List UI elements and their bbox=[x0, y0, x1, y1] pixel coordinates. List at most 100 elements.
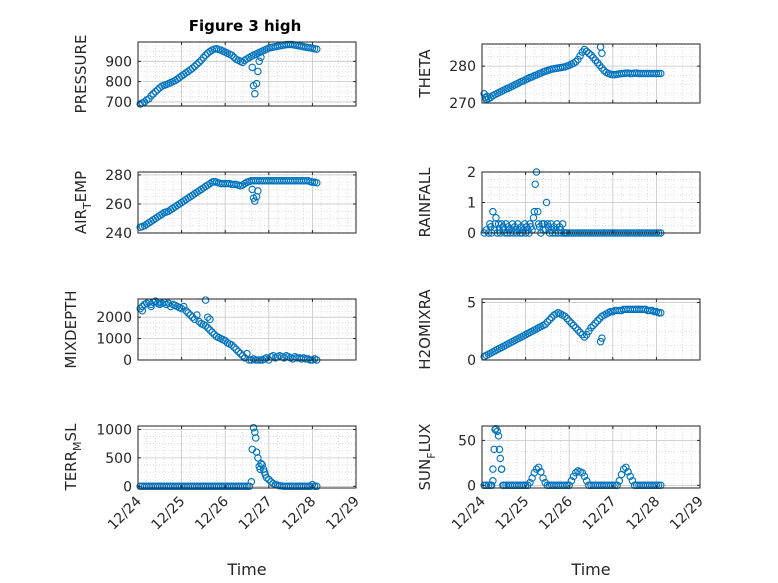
subplot-rainfall: 0 1 2 RAINFALL bbox=[416, 165, 701, 242]
data-point bbox=[654, 481, 663, 490]
data-point bbox=[201, 296, 210, 304]
data-point bbox=[248, 63, 256, 72]
data-point bbox=[188, 64, 197, 72]
data-point bbox=[177, 304, 186, 313]
figure-title: Figure 3 high bbox=[189, 17, 302, 35]
axes-box bbox=[481, 298, 701, 361]
data-point bbox=[245, 482, 253, 491]
y-axis-label: PRESSURE bbox=[72, 35, 90, 114]
data-point bbox=[487, 481, 496, 490]
data-point bbox=[251, 434, 260, 442]
data-point bbox=[149, 90, 158, 98]
axes-box bbox=[481, 43, 701, 104]
data-point bbox=[530, 207, 539, 216]
subplot-mixdepth: 0 1000 2000 MIXDEPTH bbox=[62, 290, 357, 369]
data-point bbox=[542, 198, 551, 207]
data-point bbox=[308, 178, 317, 186]
data-point bbox=[313, 179, 321, 187]
y-axis-label: RAINFALL bbox=[416, 167, 434, 238]
series-pressure bbox=[136, 40, 321, 108]
data-point bbox=[201, 51, 210, 59]
data-point bbox=[147, 302, 155, 311]
y-tick-label: 1 bbox=[467, 196, 476, 212]
axes-box bbox=[481, 425, 701, 489]
axes-box bbox=[137, 41, 357, 107]
subplot-air_temp: 240 260 280 AIRTEMP bbox=[72, 168, 357, 242]
data-point bbox=[537, 468, 545, 476]
plot-area bbox=[482, 44, 700, 103]
data-point bbox=[241, 179, 249, 188]
data-point bbox=[526, 478, 534, 487]
y-axis-label: THETA bbox=[416, 49, 434, 99]
x-tick-label: 12/27 bbox=[236, 494, 276, 534]
data-point bbox=[190, 62, 199, 71]
data-point bbox=[153, 85, 162, 94]
subplot-pressure: 700 800 900 PRESSURE bbox=[72, 35, 357, 114]
data-point bbox=[565, 317, 573, 325]
data-point bbox=[582, 47, 591, 56]
data-point bbox=[495, 445, 504, 454]
y-tick-label: 700 bbox=[105, 95, 132, 111]
data-point bbox=[565, 481, 573, 490]
y-tick-label: 280 bbox=[449, 59, 476, 75]
x-tick-label: 12/27 bbox=[580, 494, 620, 534]
data-point bbox=[657, 309, 665, 317]
data-point bbox=[258, 460, 267, 469]
y-axis-label: AIRTEMP bbox=[72, 171, 94, 234]
data-point bbox=[563, 314, 571, 323]
data-point bbox=[574, 326, 582, 334]
data-point bbox=[598, 334, 606, 342]
subplot-grid: 700 800 900 PRESSURE 270 280 THETA 240 260 280 AIR… bbox=[62, 35, 707, 579]
data-point bbox=[654, 69, 663, 78]
data-point bbox=[243, 349, 251, 358]
data-point bbox=[591, 319, 600, 327]
x-tick-label: 12/26 bbox=[192, 493, 232, 533]
data-point bbox=[199, 53, 208, 62]
data-point bbox=[534, 463, 543, 472]
data-point bbox=[576, 328, 584, 337]
data-point bbox=[489, 207, 497, 216]
series-terr_msl bbox=[136, 423, 321, 491]
data-point bbox=[238, 351, 247, 360]
data-point bbox=[497, 465, 506, 473]
data-point bbox=[190, 315, 199, 324]
data-point bbox=[254, 454, 262, 462]
data-point bbox=[593, 317, 602, 325]
data-point bbox=[580, 45, 589, 54]
data-point bbox=[596, 337, 605, 346]
data-point bbox=[582, 477, 591, 485]
data-point bbox=[251, 197, 259, 205]
data-point bbox=[613, 481, 621, 490]
series-h2omixra bbox=[480, 305, 665, 361]
subplot-sun_flux: 0 50 SUNFLUX 12/24 12/25 12/26 12/27 12/28 12/29… bbox=[416, 424, 707, 579]
data-point bbox=[257, 53, 265, 61]
data-point bbox=[234, 347, 243, 356]
y-tick-label: 800 bbox=[105, 75, 132, 91]
data-point bbox=[193, 60, 201, 69]
data-point bbox=[574, 55, 582, 64]
data-point bbox=[519, 481, 528, 490]
data-point bbox=[251, 428, 259, 437]
data-point bbox=[490, 445, 498, 454]
data-point bbox=[587, 324, 595, 332]
x-tick-label: 12/24 bbox=[105, 493, 145, 533]
data-point bbox=[147, 92, 155, 100]
data-point bbox=[243, 482, 251, 491]
plot-area bbox=[138, 42, 356, 106]
data-point bbox=[486, 220, 494, 228]
data-point bbox=[227, 341, 236, 349]
x-tick-label: 12/28 bbox=[279, 494, 319, 534]
data-point bbox=[241, 482, 249, 491]
axes-box bbox=[137, 425, 357, 489]
data-point bbox=[569, 59, 578, 67]
data-point bbox=[193, 311, 201, 319]
data-point bbox=[580, 333, 589, 341]
data-point bbox=[543, 318, 552, 326]
x-tick-label: 12/29 bbox=[667, 494, 707, 534]
y-tick-label: 0 bbox=[467, 353, 476, 369]
series-air_temp bbox=[136, 176, 321, 231]
y-tick-label: 2000 bbox=[96, 310, 132, 326]
data-point bbox=[302, 482, 310, 491]
series-mixdepth bbox=[136, 296, 321, 364]
data-point bbox=[626, 472, 634, 481]
